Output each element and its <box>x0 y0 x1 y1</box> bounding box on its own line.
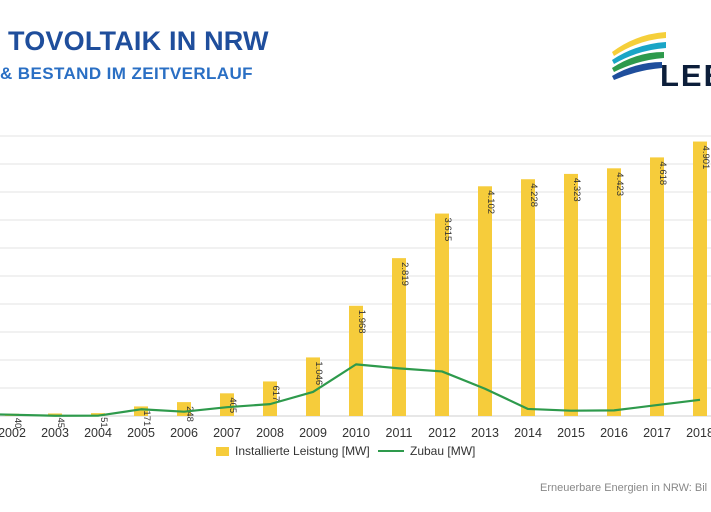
bar-2005 <box>134 406 148 416</box>
chart-title: TOVOLTAIK IN NRW <box>8 26 269 56</box>
bar-label-2012: 3.615 <box>442 218 453 242</box>
x-tick-2017: 2017 <box>643 426 671 440</box>
x-tick-2011: 2011 <box>386 426 413 440</box>
legend: Installierte Leistung [MW] Zubau [MW] <box>0 444 711 464</box>
lee-logo-stripes-icon <box>612 32 666 80</box>
legend-bar-swatch <box>216 446 229 456</box>
bar-label-2010: 1.968 <box>356 310 367 334</box>
bar-label-2014: 4.228 <box>528 183 539 207</box>
zubau-line <box>0 363 701 417</box>
x-axis-tick-labels: 2002 2003 2004 2005 2006 2007 2008 2009 2010 2011… <box>0 426 711 440</box>
bar-label-2009: 1.046 <box>313 361 324 385</box>
bar-2013 <box>478 186 492 416</box>
lee-logo: LEE <box>606 30 711 90</box>
x-tick-2007: 2007 <box>213 426 241 440</box>
bar-label-2016: 4.423 <box>614 172 625 196</box>
bar-label-2008: 617 <box>270 385 281 401</box>
x-tick-2010: 2010 <box>342 426 370 440</box>
legend-line-label: Zubau [MW] <box>410 444 476 458</box>
bar-2011 <box>392 258 406 416</box>
legend-line-swatch <box>378 450 404 452</box>
x-tick-2013: 2013 <box>471 426 499 440</box>
bar-label-2002: 40 <box>12 418 23 429</box>
legend-bar-label: Installierte Leistung [MW] <box>235 444 370 458</box>
bar-2007 <box>220 393 234 416</box>
bar-data-labels: 40 45 51 171 248 405 617 1.046 1.968 2.819 3.615 4.… <box>12 146 711 429</box>
bar-2010 <box>349 305 363 416</box>
bar-series <box>5 141 707 416</box>
x-tick-2002: 2002 <box>0 426 26 440</box>
x-tick-2018: 2018 <box>686 426 711 440</box>
bar-2008 <box>263 381 277 416</box>
bar-2018 <box>693 141 707 416</box>
bar-label-2018: 4.901 <box>700 146 711 170</box>
x-tick-2012: 2012 <box>428 426 456 440</box>
x-tick-2014: 2014 <box>514 426 542 440</box>
bar-label-2006: 248 <box>184 406 195 422</box>
x-tick-2008: 2008 <box>256 426 284 440</box>
bar-2009 <box>306 357 320 416</box>
bar-label-2004: 51 <box>98 417 109 428</box>
chart-subtitle: & BESTAND IM ZEITVERLAUF <box>0 64 253 83</box>
bar-2016 <box>607 168 621 416</box>
bar-2015 <box>564 173 578 416</box>
bar-2014 <box>521 179 535 416</box>
legend-item-line: Zubau [MW] <box>378 444 475 458</box>
x-tick-2015: 2015 <box>557 426 585 440</box>
source-note: Erneuerbare Energien in NRW: Bil <box>540 482 708 494</box>
bar-label-2007: 405 <box>227 397 238 413</box>
bar-2017 <box>650 157 664 416</box>
legend-item-bars: Installierte Leistung [MW] <box>216 444 370 458</box>
x-tick-2004: 2004 <box>84 426 112 440</box>
logo-text: LEE <box>660 58 711 90</box>
bar-label-2003: 45 <box>55 417 66 428</box>
x-tick-2016: 2016 <box>600 426 628 440</box>
x-tick-2005: 2005 <box>127 426 155 440</box>
x-tick-2003: 2003 <box>41 426 69 440</box>
bar-label-2017: 4.618 <box>657 161 668 185</box>
bar-label-2011: 2.819 <box>399 262 410 286</box>
x-tick-2006: 2006 <box>170 426 198 440</box>
x-tick-2009: 2009 <box>299 426 327 440</box>
bar-label-2013: 4.102 <box>485 190 496 214</box>
bar-label-2015: 4.323 <box>571 178 582 202</box>
bar-2012 <box>435 213 449 416</box>
bar-label-2005: 171 <box>141 410 152 426</box>
